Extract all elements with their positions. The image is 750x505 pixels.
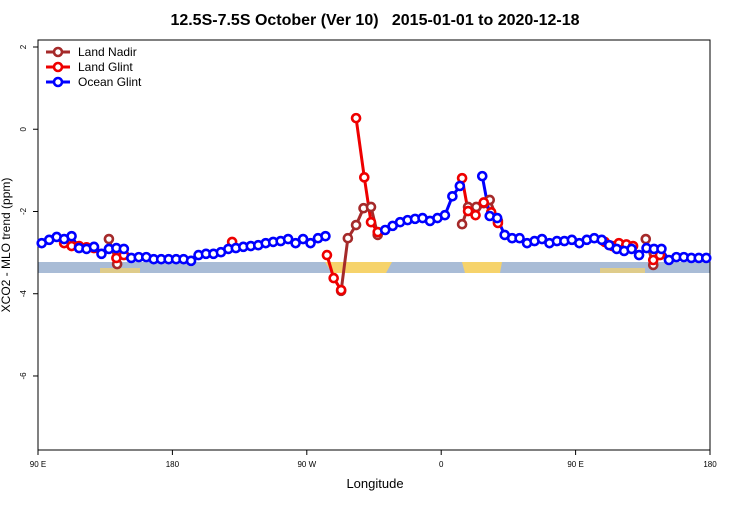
data-point [626,243,637,255]
y-axis-label: XCO2 - MLO trend (ppm) [0,178,13,313]
data-point [647,254,659,266]
data-point [335,284,347,296]
data-point [328,272,339,284]
legend-marker [52,46,64,58]
y-tick-label: 2 [19,44,28,49]
data-point [321,249,333,261]
x-tick-label: 90 E [30,460,46,469]
x-tick-label: 0 [439,460,444,469]
x-axis-label: Longitude [346,476,403,491]
y-tick-label: 0 [19,126,28,131]
data-point [305,237,316,249]
chart-title: 12.5S-7.5S October (Ver 10) 2015-01-01 t… [170,12,579,29]
x-tick-label: 180 [166,460,180,469]
data-point [462,205,474,217]
data-point [320,230,331,242]
data-point [350,112,362,124]
data-point [379,224,391,236]
land-strip [462,262,502,273]
data-point [633,249,645,261]
data-point [282,233,294,245]
data-point [365,201,377,213]
data-point [447,190,458,202]
data-point [342,232,354,244]
land-strip [600,268,645,273]
data-point [536,233,548,245]
land-strip [325,262,392,273]
data-point [596,234,608,246]
legend-marker [52,76,64,88]
data-point [185,255,197,267]
data-point [358,172,370,183]
legend-marker [52,61,64,73]
data-point [439,209,451,221]
land-ocean-strip [38,262,710,273]
x-tick-label: 90 E [567,460,583,469]
y-tick-label: -2 [19,207,28,215]
data-point [365,216,377,228]
data-point [656,243,667,255]
data-point [476,170,488,182]
data-point [96,248,107,260]
legend-label: Land Nadir [78,45,137,59]
data-point [290,237,301,249]
data-point [350,219,362,231]
legend-label: Ocean Glint [78,75,142,89]
x-tick-label: 180 [703,460,717,469]
data-point [456,218,468,230]
data-point [640,233,652,245]
data-point [118,243,130,255]
data-point [470,209,481,221]
data-point [88,241,100,253]
data-point [297,233,309,245]
data-point [514,232,525,244]
y-tick-label: -4 [19,290,28,298]
y-tick-label: -6 [19,372,28,380]
data-point [103,233,115,245]
x-tick-label: 90 W [297,460,316,469]
legend-label: Land Glint [78,60,133,74]
data-point [700,252,712,264]
data-point [478,197,490,208]
data-point [454,180,466,192]
data-point [491,212,503,224]
data-point [66,230,77,242]
land-strip [100,268,140,273]
